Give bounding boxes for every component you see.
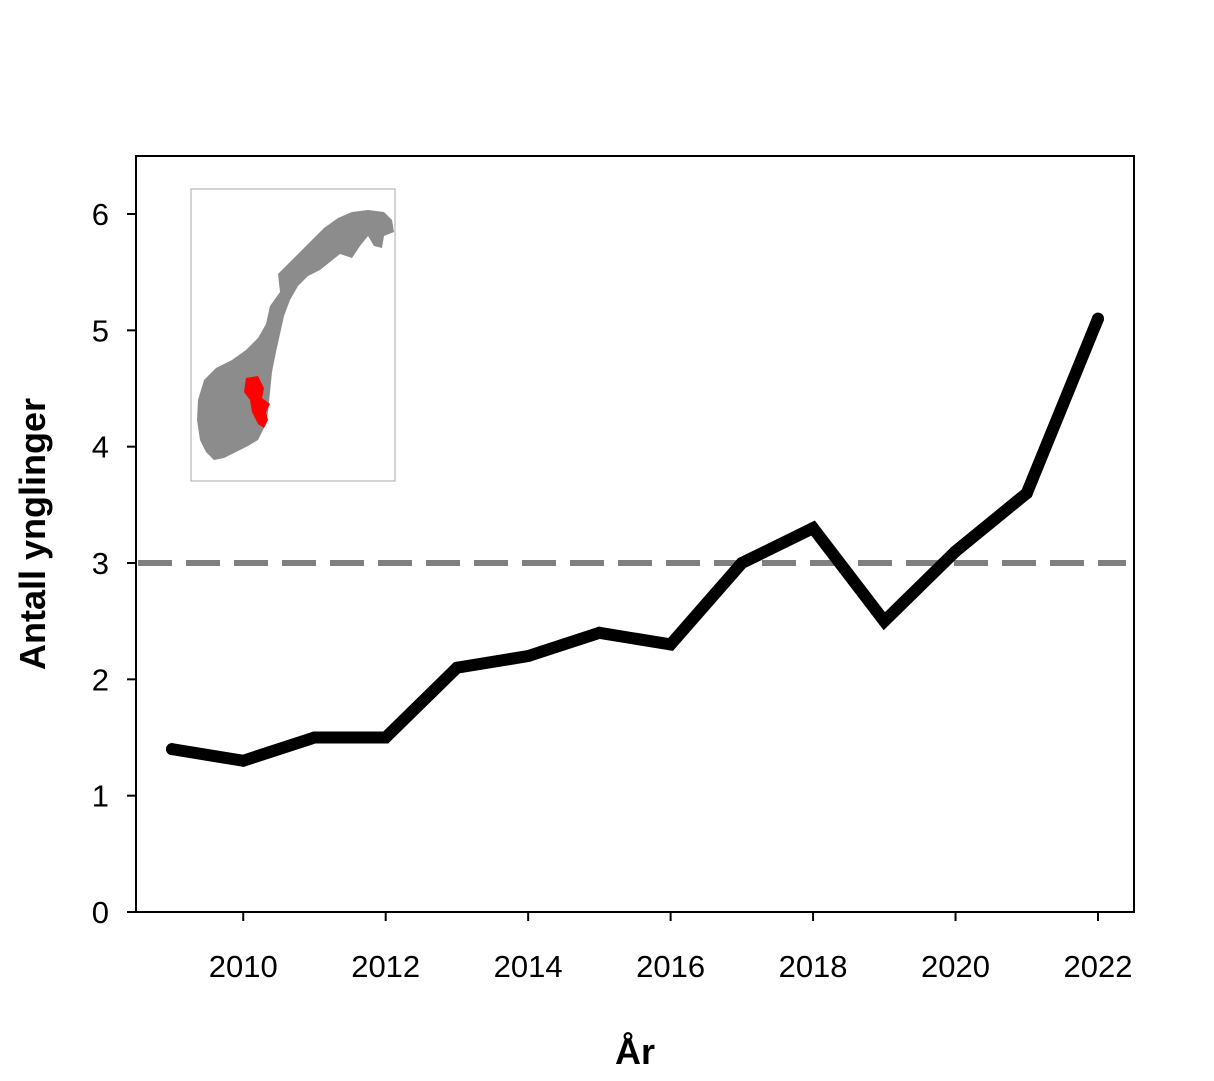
series-points — [166, 312, 1104, 767]
y-tick-label: 4 — [92, 430, 109, 465]
data-point — [308, 731, 321, 744]
x-tick-label: 2012 — [351, 949, 420, 984]
x-tick-label: 2018 — [779, 949, 848, 984]
data-point — [522, 650, 535, 663]
data-point — [450, 661, 463, 674]
y-tick-label: 3 — [92, 546, 109, 581]
data-point — [664, 638, 677, 651]
y-tick-label: 2 — [92, 662, 109, 697]
x-tick-label: 2020 — [921, 949, 990, 984]
data-point — [735, 557, 748, 569]
data-point — [807, 522, 820, 535]
map-region-highlight — [244, 376, 270, 428]
x-axis-title: År — [615, 1031, 655, 1072]
data-point — [593, 626, 606, 639]
map-norway-shape — [197, 210, 394, 460]
x-axis: 2010 2012 2014 2016 2018 2020 2022 — [209, 912, 1133, 984]
data-point — [1020, 487, 1033, 500]
y-tick-label: 0 — [92, 895, 109, 930]
x-tick-label: 2010 — [209, 949, 278, 984]
x-tick-label: 2022 — [1064, 949, 1133, 984]
y-axis: 0 1 2 3 4 5 6 — [92, 197, 136, 930]
data-point — [237, 754, 250, 767]
data-point — [166, 743, 178, 756]
data-point — [379, 731, 392, 744]
map-inset — [190, 188, 396, 482]
y-tick-label: 5 — [92, 313, 109, 348]
x-tick-label: 2014 — [494, 949, 563, 984]
x-tick-label: 2016 — [636, 949, 705, 984]
y-tick-label: 1 — [92, 779, 109, 814]
data-point — [1092, 312, 1104, 325]
data-point — [878, 615, 891, 628]
series-line — [166, 312, 1104, 767]
data-point — [949, 545, 962, 558]
y-axis-title: Antall ynglinger — [12, 398, 53, 670]
plot-area-frame — [135, 155, 1135, 913]
y-tick-label: 6 — [92, 197, 109, 232]
